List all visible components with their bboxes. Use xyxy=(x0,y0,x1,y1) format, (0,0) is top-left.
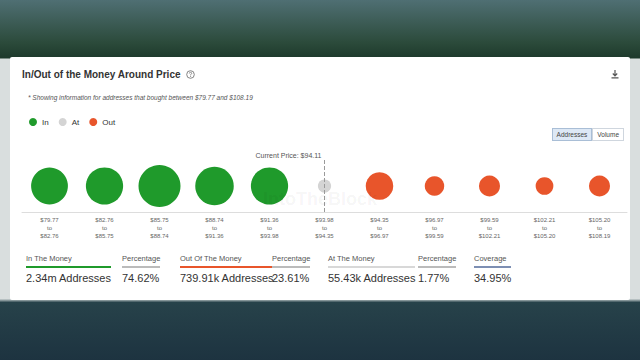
svg-text:to: to xyxy=(542,225,548,231)
html-text:2.34m Addresses: 2.34m Addresses xyxy=(26,272,111,284)
svg-text:to: to xyxy=(432,225,438,231)
svg-text:to: to xyxy=(157,225,163,231)
html-text:At The Money: At The Money xyxy=(328,254,375,263)
svg-text:to: to xyxy=(267,225,273,231)
svg-text:In: In xyxy=(42,118,49,127)
svg-text:$94.35: $94.35 xyxy=(370,217,389,223)
html-text:In/Out of the Money Around Pri: In/Out of the Money Around Price xyxy=(22,69,181,80)
html-text:1.77%: 1.77% xyxy=(418,272,450,284)
svg-text:to: to xyxy=(47,225,53,231)
svg-text:$88.74: $88.74 xyxy=(150,233,169,239)
svg-text:$79.77: $79.77 xyxy=(40,217,59,223)
svg-text:$85.75: $85.75 xyxy=(95,233,114,239)
svg-text:$99.59: $99.59 xyxy=(425,233,444,239)
svg-text:At: At xyxy=(72,118,80,127)
svg-text:to: to xyxy=(487,225,493,231)
html-text:Percentage: Percentage xyxy=(418,254,457,263)
svg-text:to: to xyxy=(322,225,328,231)
html-text:Coverage: Coverage xyxy=(474,254,507,263)
html-text:In The Money: In The Money xyxy=(26,254,72,263)
svg-text:to: to xyxy=(597,225,603,231)
svg-text:$91.36: $91.36 xyxy=(205,233,224,239)
html-text:23.61%: 23.61% xyxy=(272,272,310,284)
svg-text:to: to xyxy=(212,225,218,231)
svg-text:$93.98: $93.98 xyxy=(260,233,279,239)
svg-text:$99.59: $99.59 xyxy=(480,217,499,223)
html-text:Percentage: Percentage xyxy=(122,254,161,263)
svg-text:$105.20: $105.20 xyxy=(589,217,611,223)
svg-text:to: to xyxy=(377,225,383,231)
svg-text:$91.36: $91.36 xyxy=(260,217,279,223)
html-text:74.62%: 74.62% xyxy=(122,272,160,284)
svg-text:Current Price: $94.11: Current Price: $94.11 xyxy=(255,152,321,159)
svg-text:$93.98: $93.98 xyxy=(315,217,334,223)
svg-text:$102.21: $102.21 xyxy=(479,233,501,239)
svg-text:$108.19: $108.19 xyxy=(589,233,611,239)
html-text:IntoTheBlock: IntoTheBlock xyxy=(263,189,377,209)
html-text:Addresses: Addresses xyxy=(556,131,588,138)
svg-text:to: to xyxy=(102,225,108,231)
svg-text:Out: Out xyxy=(102,118,116,127)
svg-text:$82.76: $82.76 xyxy=(40,233,59,239)
svg-text:$96.97: $96.97 xyxy=(425,217,444,223)
svg-text:$82.76: $82.76 xyxy=(95,217,114,223)
svg-text:$102.21: $102.21 xyxy=(534,217,556,223)
html-text:34.95%: 34.95% xyxy=(474,272,512,284)
svg-text:$88.74: $88.74 xyxy=(205,217,224,223)
svg-text:$85.75: $85.75 xyxy=(150,217,169,223)
html-text:Percentage: Percentage xyxy=(272,254,311,263)
svg-text:$94.35: $94.35 xyxy=(315,233,334,239)
html-text:* Showing information for addr: * Showing information for addresses that… xyxy=(28,94,253,101)
svg-text:$105.20: $105.20 xyxy=(534,233,556,239)
html-text:55.43k Addresses: 55.43k Addresses xyxy=(328,272,416,284)
svg-text:$96.97: $96.97 xyxy=(370,233,389,239)
html-text:739.91k Addresses: 739.91k Addresses xyxy=(180,272,274,284)
html-text:Volume: Volume xyxy=(597,131,619,138)
html-text:Out Of The Money: Out Of The Money xyxy=(180,254,242,263)
